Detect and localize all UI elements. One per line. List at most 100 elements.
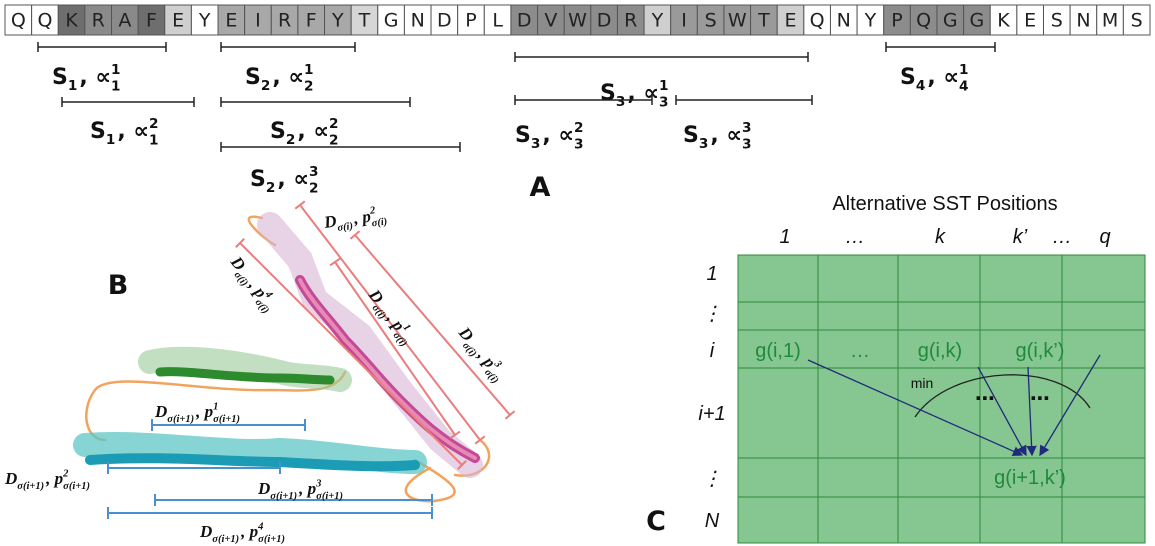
- residue: R: [92, 10, 105, 32]
- label: Dσ(i), p4σ(i): [223, 252, 281, 317]
- label: Dσ(i), p3σ(i): [451, 322, 510, 386]
- residue: P: [465, 10, 476, 32]
- residue: V: [544, 10, 557, 32]
- residue: P: [891, 10, 902, 32]
- row-header: 1: [706, 263, 717, 285]
- label-part: , p: [240, 522, 258, 541]
- label-part: σ(i+1): [17, 481, 44, 492]
- column-header: k’: [1013, 226, 1028, 248]
- residue: K: [997, 10, 1010, 32]
- cell-label: …: [850, 340, 870, 362]
- label-part: 1: [959, 62, 968, 78]
- residue: D: [517, 10, 532, 32]
- column-header: q: [1099, 226, 1110, 248]
- label-part: 3: [699, 136, 708, 152]
- residue: A: [118, 10, 131, 32]
- label-part: D: [257, 479, 270, 498]
- label: Dσ(i), p2σ(i): [322, 204, 388, 236]
- label-part: S: [900, 65, 916, 90]
- label-part: σ(i+1): [316, 491, 343, 502]
- cell-label: g(i+1,k’): [994, 467, 1066, 489]
- label-part: S: [515, 123, 531, 148]
- residue: T: [358, 10, 371, 32]
- distance-cap: [295, 201, 305, 208]
- residue: G: [970, 10, 985, 32]
- label-part: 3: [742, 137, 751, 153]
- residue: Y: [864, 10, 877, 32]
- label-part: 2: [286, 132, 295, 148]
- panel-label: C: [646, 506, 666, 537]
- label-part: 1: [106, 132, 115, 148]
- label-part: 1: [659, 78, 668, 94]
- label-part: , ∝: [79, 65, 111, 90]
- residue: D: [597, 10, 612, 32]
- label-part: S: [270, 119, 286, 144]
- label: S3, ∝23: [515, 120, 584, 153]
- label-part: 2: [304, 79, 313, 95]
- label-part: 4: [959, 79, 968, 95]
- residue: F: [146, 10, 157, 32]
- residue: Q: [916, 10, 931, 32]
- residue: Y: [198, 10, 211, 32]
- label-part: 2: [149, 116, 158, 132]
- residue: N: [1076, 10, 1090, 32]
- label: S2, ∝12: [245, 62, 314, 95]
- residue: W: [568, 10, 587, 32]
- label-part: , ∝: [710, 123, 742, 148]
- residue: I: [681, 10, 687, 32]
- label-part: 4: [916, 78, 925, 94]
- cell-label: g(i,1): [755, 340, 801, 362]
- label-part: 3: [315, 478, 321, 489]
- residue: E: [1024, 10, 1036, 32]
- residue: S: [705, 10, 717, 32]
- column-header: …: [1052, 226, 1072, 248]
- label-part: S: [245, 65, 261, 90]
- label-part: σ(i+1): [258, 534, 285, 545]
- residue: N: [837, 10, 851, 32]
- residue: E: [172, 10, 184, 32]
- label: S1, ∝11: [52, 62, 121, 95]
- label-part: 2: [266, 180, 275, 196]
- label-part: 3: [659, 95, 668, 111]
- column-header: 1: [779, 226, 790, 248]
- label: S3, ∝33: [683, 120, 752, 153]
- residue: Y: [651, 10, 664, 32]
- label-part: σ(i+1): [270, 491, 297, 502]
- residue: K: [65, 10, 78, 32]
- panel-label: A: [530, 172, 551, 203]
- ellipsis: ⋯: [1030, 386, 1050, 410]
- label-part: 3: [574, 137, 583, 153]
- label-part: σ(i): [337, 221, 354, 234]
- label-part: , p: [45, 469, 63, 488]
- label-part: S: [683, 123, 699, 148]
- label-part: D: [154, 402, 167, 421]
- label-part: 3: [309, 164, 318, 180]
- residue: L: [492, 10, 503, 32]
- label-part: D: [199, 522, 212, 541]
- label-part: D: [322, 211, 338, 232]
- residue: Q: [37, 10, 52, 32]
- label-part: 1: [111, 79, 120, 95]
- structure: [85, 217, 489, 502]
- label-part: 1: [68, 78, 77, 94]
- label-part: S: [600, 81, 616, 106]
- label-part: S: [90, 119, 106, 144]
- residue: G: [384, 10, 399, 32]
- residue: Q: [810, 10, 825, 32]
- row-header: N: [705, 510, 720, 532]
- label-part: 3: [742, 120, 751, 136]
- row-header: ⋮: [702, 303, 722, 325]
- label-part: σ(i+1): [213, 414, 240, 425]
- label-part: S: [250, 167, 266, 192]
- label-part: S: [52, 65, 68, 90]
- row-header: i: [710, 340, 715, 362]
- label-part: 3: [531, 136, 540, 152]
- label-part: 2: [62, 468, 69, 479]
- residue: T: [757, 10, 770, 32]
- cell-label: g(i,k’): [1016, 340, 1065, 362]
- residue: E: [785, 10, 797, 32]
